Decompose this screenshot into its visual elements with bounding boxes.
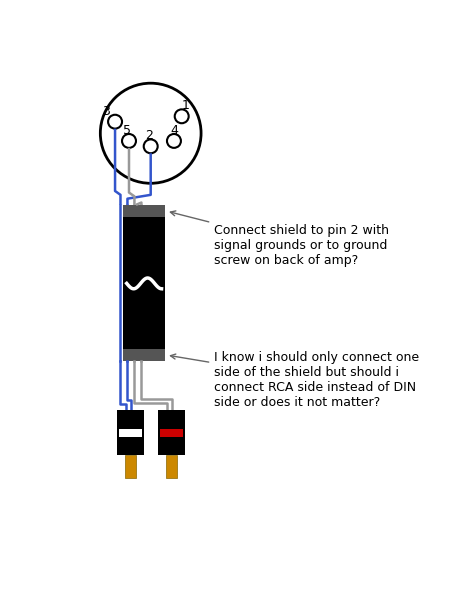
Circle shape	[167, 134, 181, 148]
Bar	[123, 349, 165, 361]
Circle shape	[122, 134, 136, 148]
Text: Connect shield to pin 2 with
signal grounds or to ground
screw on back of amp?: Connect shield to pin 2 with signal grou…	[170, 211, 389, 267]
Text: 5: 5	[123, 124, 131, 137]
Circle shape	[175, 109, 189, 123]
Bar	[123, 205, 165, 217]
Bar	[125, 455, 136, 478]
Text: 1: 1	[182, 99, 190, 112]
Circle shape	[108, 115, 122, 128]
Text: 3: 3	[102, 105, 109, 118]
Circle shape	[144, 140, 158, 153]
Bar	[160, 429, 183, 436]
Text: 2: 2	[145, 129, 153, 142]
Circle shape	[100, 83, 201, 183]
Bar	[123, 209, 165, 351]
Bar	[158, 411, 185, 455]
Text: 4: 4	[170, 124, 178, 137]
Bar	[166, 455, 177, 478]
Text: I know i should only connect one
side of the shield but should i
connect RCA sid: I know i should only connect one side of…	[171, 351, 419, 409]
Bar	[119, 429, 142, 436]
Bar	[118, 411, 144, 455]
